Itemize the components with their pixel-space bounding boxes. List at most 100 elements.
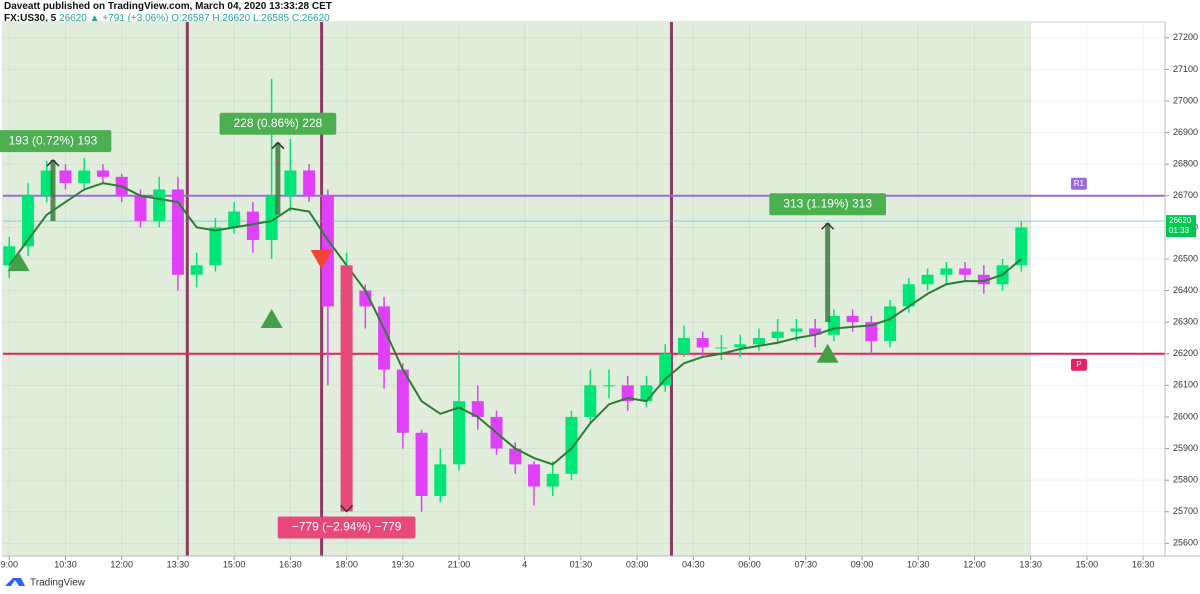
signal-up bbox=[816, 343, 839, 363]
annotation-layer: R1 P 193 (0.72%) 193 228 (0.86%) 228 −779 (−… bbox=[0, 112, 1087, 539]
session-shading bbox=[3, 22, 1031, 556]
candle-body bbox=[565, 416, 578, 474]
level-tag bbox=[1070, 358, 1087, 371]
x-tick-label: 4 bbox=[522, 559, 527, 569]
candle-body bbox=[546, 473, 559, 487]
y-tick-label: 25600 bbox=[1173, 538, 1198, 548]
candle bbox=[884, 300, 897, 348]
candle bbox=[303, 164, 316, 203]
moving-average bbox=[8, 182, 1022, 466]
y-tick-label: 26900 bbox=[1173, 127, 1198, 137]
measure-label: −779 (−2.94%) −779 bbox=[292, 520, 402, 534]
x-tick-label: 9:00 bbox=[0, 559, 18, 569]
y-tick-label: 26300 bbox=[1173, 317, 1198, 327]
candle-body bbox=[453, 401, 466, 465]
y-tick-label: 26500 bbox=[1173, 253, 1198, 263]
symbol: FX:US30, 5 bbox=[4, 13, 57, 24]
measure-box bbox=[0, 130, 112, 153]
candle bbox=[977, 265, 990, 294]
x-tick-label: 12:00 bbox=[963, 559, 986, 569]
candle bbox=[584, 369, 597, 424]
x-tick-label: 10:30 bbox=[907, 559, 930, 569]
measure-box bbox=[277, 516, 416, 539]
x-tick-label: 15:00 bbox=[1076, 559, 1099, 569]
candle-body bbox=[677, 337, 690, 354]
candle bbox=[153, 176, 166, 228]
candle-body bbox=[790, 328, 803, 332]
candle bbox=[959, 262, 972, 282]
x-tick-label: 19:30 bbox=[392, 559, 415, 569]
measure-box bbox=[769, 193, 887, 216]
signal-up bbox=[7, 252, 30, 272]
candle bbox=[171, 176, 184, 291]
candle bbox=[771, 319, 784, 345]
y-tick-label: 27200 bbox=[1173, 32, 1198, 42]
candle-body bbox=[153, 189, 166, 222]
candle-body bbox=[696, 337, 709, 348]
x-tick-label: 03:00 bbox=[626, 559, 649, 569]
candle bbox=[621, 375, 634, 411]
candle-body bbox=[640, 385, 653, 402]
candle bbox=[696, 331, 709, 357]
brand[interactable]: TradingView bbox=[30, 578, 86, 589]
quote-line: FX:US30, 5 26620 ▲ +791 (+3.06%) O:26587… bbox=[4, 13, 330, 24]
candle-body bbox=[303, 170, 316, 196]
candle-body bbox=[190, 265, 203, 275]
candle bbox=[265, 78, 278, 259]
y-tick-label: 27100 bbox=[1173, 64, 1198, 74]
candle-body bbox=[134, 195, 147, 222]
candle bbox=[865, 315, 878, 354]
candle-body bbox=[621, 385, 634, 402]
candle-body bbox=[865, 322, 878, 342]
candle bbox=[528, 461, 541, 506]
candle bbox=[59, 164, 72, 190]
measure-label: 228 (0.86%) 228 bbox=[234, 116, 323, 130]
signal-up bbox=[260, 309, 283, 329]
candle bbox=[209, 217, 222, 272]
candle-body bbox=[846, 315, 859, 323]
candle bbox=[677, 325, 690, 357]
y-tick-label: 25900 bbox=[1173, 443, 1198, 453]
candle-body bbox=[809, 328, 822, 335]
measure-arrowhead bbox=[821, 222, 835, 230]
x-tick-label: 13:30 bbox=[1019, 559, 1042, 569]
candle-body bbox=[78, 170, 91, 184]
candle-body bbox=[509, 448, 522, 465]
candle bbox=[453, 350, 466, 471]
candle-body bbox=[734, 344, 747, 348]
candle bbox=[471, 385, 484, 430]
measure-arrowhead bbox=[271, 141, 285, 150]
y-tick-label: 26400 bbox=[1173, 285, 1198, 295]
candle-body bbox=[1015, 227, 1028, 266]
signal-down bbox=[310, 249, 333, 269]
candle bbox=[1015, 221, 1028, 272]
measure-arrowhead bbox=[340, 504, 354, 513]
candle bbox=[415, 429, 428, 512]
background-layer bbox=[3, 22, 1169, 560]
candle-body bbox=[396, 369, 409, 433]
candle-body bbox=[528, 464, 541, 487]
y-tick-label: 26100 bbox=[1173, 380, 1198, 390]
x-tick-label: 16:30 bbox=[1132, 559, 1155, 569]
x-tick-label: 13:30 bbox=[167, 559, 190, 569]
candle bbox=[434, 448, 447, 503]
candle bbox=[78, 157, 91, 190]
measure-bar bbox=[340, 265, 353, 512]
measure-arrowhead bbox=[46, 159, 60, 167]
x-tick-label: 10:30 bbox=[54, 559, 77, 569]
level-label: R1 bbox=[1074, 179, 1085, 188]
candle-body bbox=[96, 170, 109, 177]
candle bbox=[809, 319, 822, 348]
last-price-label: 26620 bbox=[1169, 216, 1192, 225]
candle-body bbox=[284, 170, 297, 196]
y-tick-label: 26000 bbox=[1173, 411, 1198, 421]
candle-body bbox=[921, 274, 934, 285]
candle-body bbox=[265, 195, 278, 241]
candle-body bbox=[752, 337, 765, 345]
candle bbox=[734, 334, 747, 357]
y-tick-label: 27000 bbox=[1173, 95, 1198, 105]
quote: 26620 ▲ +791 (+3.06%) bbox=[59, 13, 169, 24]
candle bbox=[921, 268, 934, 291]
candle-body bbox=[602, 385, 615, 387]
y-tick-label: 26800 bbox=[1173, 159, 1198, 169]
